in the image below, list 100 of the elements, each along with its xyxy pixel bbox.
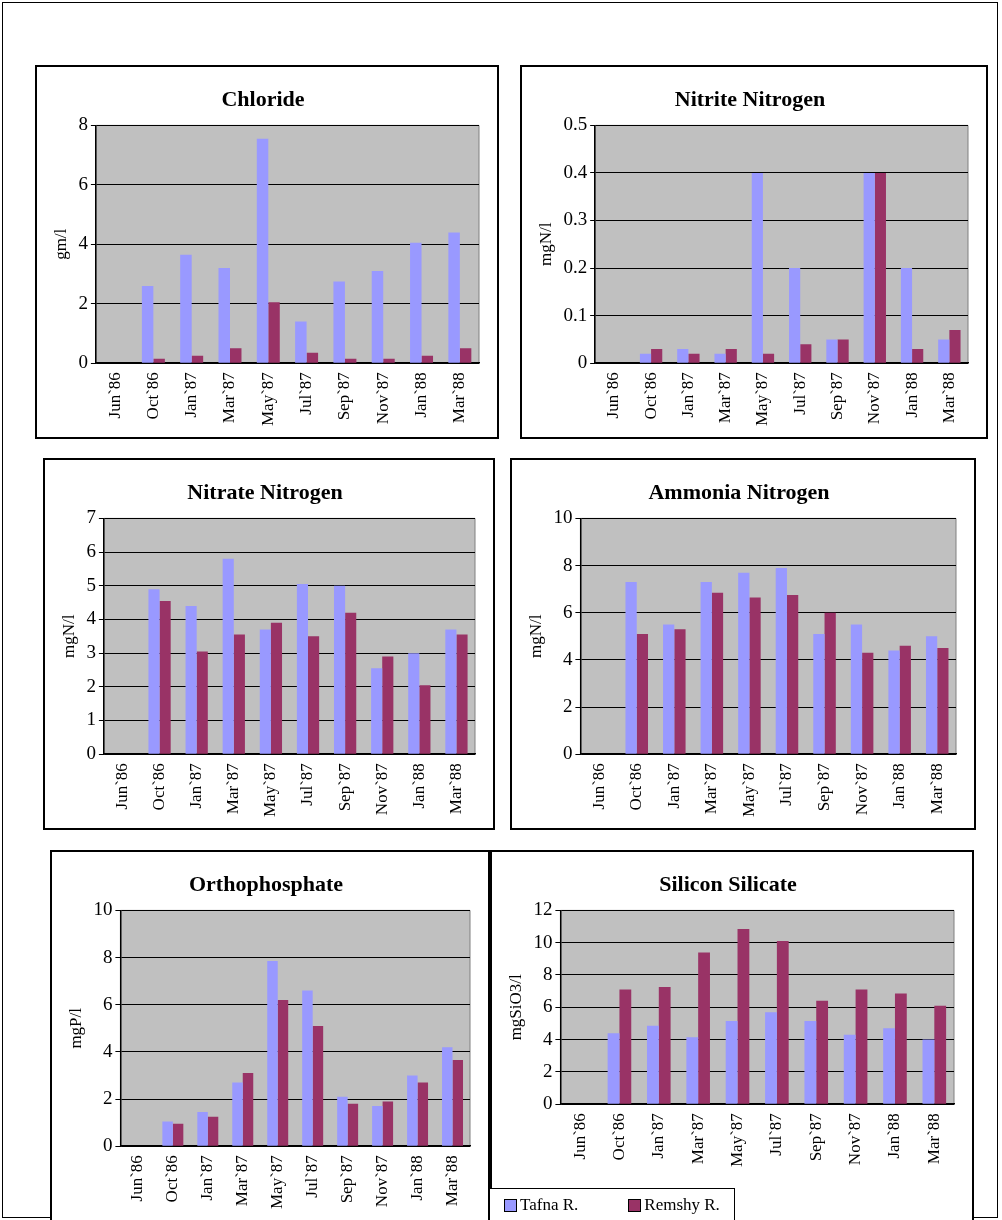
y-tick-label: 5 xyxy=(86,573,96,595)
bar xyxy=(267,961,278,1146)
y-tick-label: 10 xyxy=(93,898,113,920)
bar xyxy=(843,1034,856,1104)
bar xyxy=(196,651,208,754)
bar xyxy=(837,339,849,363)
bar xyxy=(639,353,652,363)
x-tick-label: May`87 xyxy=(267,1154,287,1210)
x-tick-label: Oct`86 xyxy=(640,372,660,420)
y-tick-label: 4 xyxy=(102,1039,113,1061)
x-tick-label: Sep`87 xyxy=(334,762,354,812)
bar xyxy=(141,285,154,363)
bar xyxy=(207,1116,219,1146)
bar xyxy=(714,353,726,363)
bar xyxy=(382,656,394,754)
y-tick-label: 6 xyxy=(102,992,113,1014)
y-tick-label: 6 xyxy=(542,995,553,1017)
bar xyxy=(421,355,434,363)
x-tick-label: Mar`87 xyxy=(715,371,735,424)
bar xyxy=(452,1060,464,1146)
bar xyxy=(862,652,874,754)
y-tick-label: 8 xyxy=(562,553,573,575)
bar xyxy=(372,1106,383,1146)
bar xyxy=(256,138,269,363)
bar xyxy=(850,624,863,754)
bar xyxy=(686,1037,699,1104)
x-tick-label: Jun`86 xyxy=(569,1113,589,1160)
bar xyxy=(419,685,431,754)
x-tick-label: Jul`87 xyxy=(789,371,809,415)
x-tick-label: May`87 xyxy=(260,762,280,818)
x-tick-label: Sep`87 xyxy=(814,762,834,812)
bar xyxy=(445,629,457,754)
bar xyxy=(949,329,961,363)
chart-title: Orthophosphate xyxy=(188,870,344,896)
bar xyxy=(874,172,886,363)
y-tick-label: 12 xyxy=(533,898,553,920)
bar xyxy=(937,648,949,754)
bar xyxy=(826,339,838,363)
bar xyxy=(191,355,204,363)
x-tick-label: Jan`87 xyxy=(181,371,201,418)
bar xyxy=(912,348,924,363)
x-tick-label: Mar`87 xyxy=(223,762,243,815)
x-tick-label: Sep`87 xyxy=(337,1154,357,1204)
x-tick-label: Jul`87 xyxy=(297,762,317,806)
bar xyxy=(738,572,750,754)
y-tick-label: 0 xyxy=(78,351,88,373)
y-tick-label: 10 xyxy=(533,930,553,952)
bar xyxy=(922,1039,935,1104)
bar xyxy=(229,348,242,363)
x-tick-label: May`87 xyxy=(257,371,277,427)
bar xyxy=(218,268,230,363)
x-tick-label: Jan`87 xyxy=(648,1112,668,1159)
y-axis-title: mgN/l xyxy=(58,614,78,659)
x-tick-label: Oct`86 xyxy=(626,763,646,811)
bar xyxy=(347,1103,359,1146)
y-tick-label: 8 xyxy=(542,962,553,984)
y-axis-title: gm/l xyxy=(50,228,70,260)
bar xyxy=(382,1101,394,1146)
x-tick-label: Oct`86 xyxy=(162,1155,182,1203)
x-tick-label: Mar`88 xyxy=(938,372,958,424)
y-axis-title: mgN/l xyxy=(525,614,545,659)
bar xyxy=(333,585,346,754)
bar xyxy=(688,353,700,363)
y-tick-label: 6 xyxy=(78,172,88,194)
chart-title: Silicon Silicate xyxy=(659,870,797,896)
x-tick-label: Jul`87 xyxy=(296,371,316,415)
bar xyxy=(776,941,789,1104)
x-tick-label: Sep`87 xyxy=(334,371,354,421)
bar xyxy=(180,254,192,363)
bar xyxy=(894,993,907,1104)
x-tick-label: Nov`87 xyxy=(372,371,392,425)
bar xyxy=(333,281,345,363)
bar xyxy=(268,302,280,363)
bar xyxy=(938,339,950,363)
bar xyxy=(619,989,632,1104)
x-tick-label: Jan`87 xyxy=(663,762,683,809)
x-tick-label: Jul`87 xyxy=(766,1112,786,1156)
bar xyxy=(302,990,313,1146)
bar xyxy=(337,1096,348,1146)
bar xyxy=(308,636,320,754)
x-tick-label: Nov`87 xyxy=(864,371,884,425)
y-tick-label: 0 xyxy=(102,1134,113,1156)
bar xyxy=(711,592,724,754)
bar xyxy=(448,232,460,363)
x-tick-label: Jul`87 xyxy=(302,1154,322,1198)
y-tick-label: 6 xyxy=(86,540,96,562)
bar xyxy=(888,650,900,754)
legend-label: Remshy R. xyxy=(644,1195,720,1215)
bar xyxy=(259,629,271,754)
x-tick-label: Oct`86 xyxy=(149,763,169,811)
y-tick-label: 0 xyxy=(542,1092,553,1114)
x-tick-label: Nov`87 xyxy=(851,762,871,816)
bar xyxy=(646,1025,659,1104)
y-tick-label: 2 xyxy=(102,1087,113,1109)
x-tick-label: Mar`87 xyxy=(219,371,239,424)
y-tick-label: 0 xyxy=(577,351,588,373)
bar xyxy=(800,344,812,363)
x-tick-label: Nov`87 xyxy=(371,762,391,816)
bar xyxy=(804,1021,817,1104)
bar xyxy=(751,172,763,363)
